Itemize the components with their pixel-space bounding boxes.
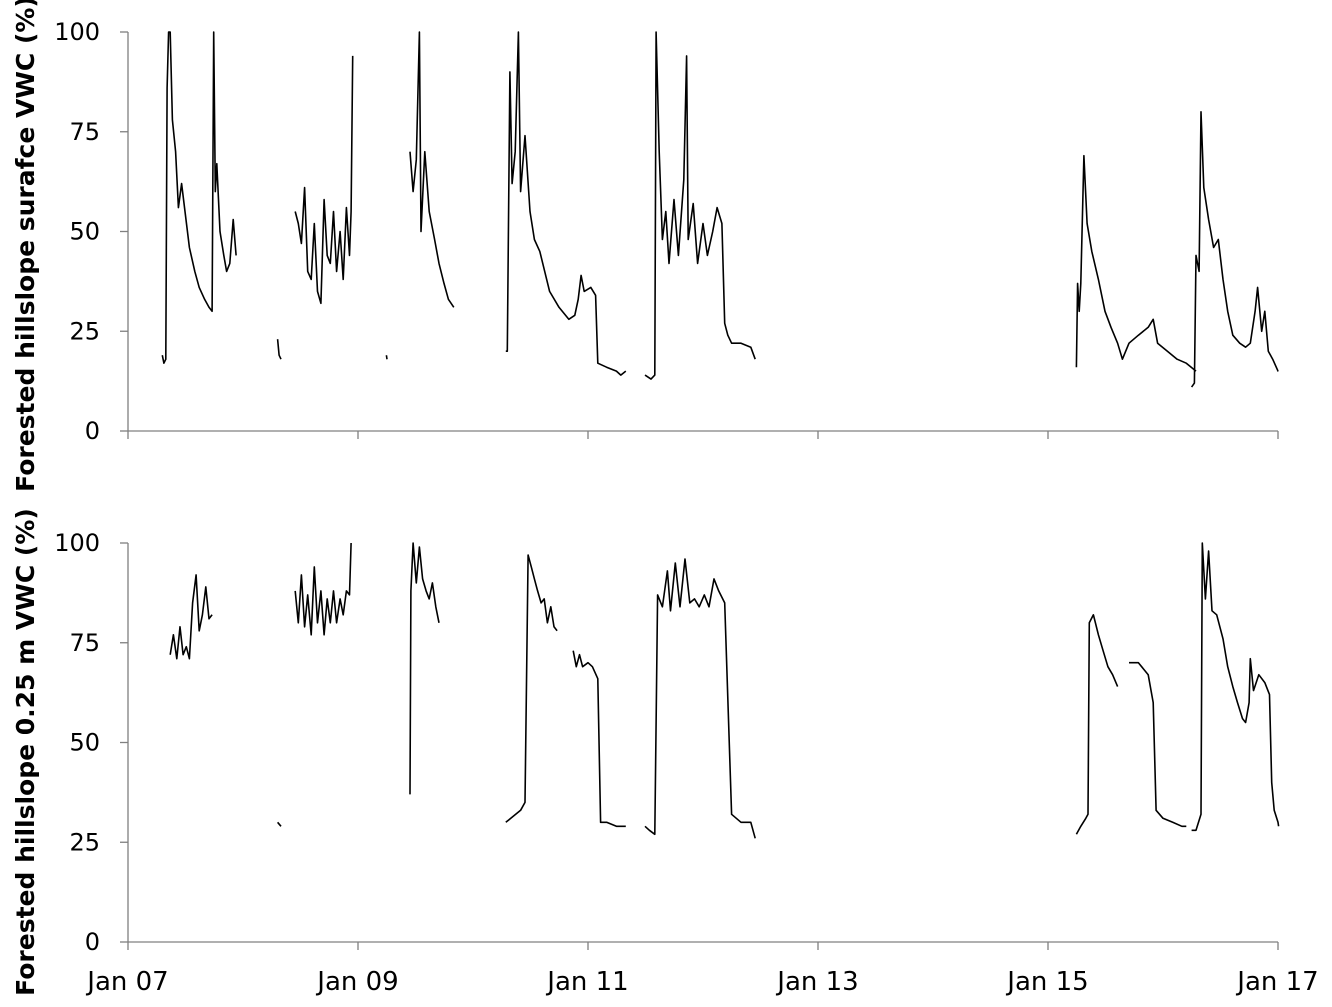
y-tick-label: 100: [54, 18, 100, 46]
y-tick-label: 50: [69, 218, 100, 246]
y-tick-label: 25: [69, 828, 100, 856]
series-line-segment: [505, 554, 558, 823]
series-line-segment: [161, 31, 237, 364]
series-line-segment: [409, 31, 455, 308]
series-line-segment: [644, 31, 756, 380]
series-line-segment: [644, 558, 756, 839]
y-tick-label: 25: [69, 317, 100, 345]
x-tick-label: Jan 15: [1005, 967, 1088, 997]
top-panel-surface-vwc: Forested hillslope surafce VWC (%) 0 25 50…: [11, 0, 1279, 492]
series-line-segment: [1190, 111, 1279, 388]
x-tick-label: Jan 07: [85, 967, 168, 997]
x-tick-label: Jan 11: [545, 967, 628, 997]
series-line-segment: [276, 339, 282, 360]
series-line-segment: [385, 355, 388, 360]
y-tick-label: 100: [54, 529, 100, 557]
y-tick-label: 50: [69, 729, 100, 757]
series-line-segment: [409, 542, 440, 795]
series-line-segment: [1191, 542, 1280, 832]
y-tick-label: 75: [69, 118, 100, 146]
series-line-segment: [1129, 661, 1187, 828]
y-tick-label: 0: [85, 928, 100, 956]
series-line-segment: [572, 650, 626, 828]
y-tick-label: 0: [85, 417, 100, 445]
series-line-segment: [294, 55, 354, 305]
x-tick-label: Jan 13: [775, 967, 858, 997]
x-tick-label: Jan 09: [315, 967, 398, 997]
ylabel-surface: Forested hillslope surafce VWC (%): [11, 0, 40, 492]
ylabel-subsurface: Forested hillslope 0.25 m VWC (%): [11, 508, 40, 996]
series-line-segment: [1075, 614, 1119, 835]
y-tick-label: 75: [69, 629, 100, 657]
x-tick-label: Jan 17: [1235, 967, 1318, 997]
bottom-panel-subsurface-vwc: Forested hillslope 0.25 m VWC (%) 0 25 50 7…: [11, 508, 1319, 997]
series-line-segment: [276, 821, 282, 827]
series-line-segment: [294, 542, 352, 636]
series-line-segment: [505, 31, 627, 376]
series-line-segment: [1075, 154, 1197, 372]
series-line-segment: [169, 574, 213, 660]
